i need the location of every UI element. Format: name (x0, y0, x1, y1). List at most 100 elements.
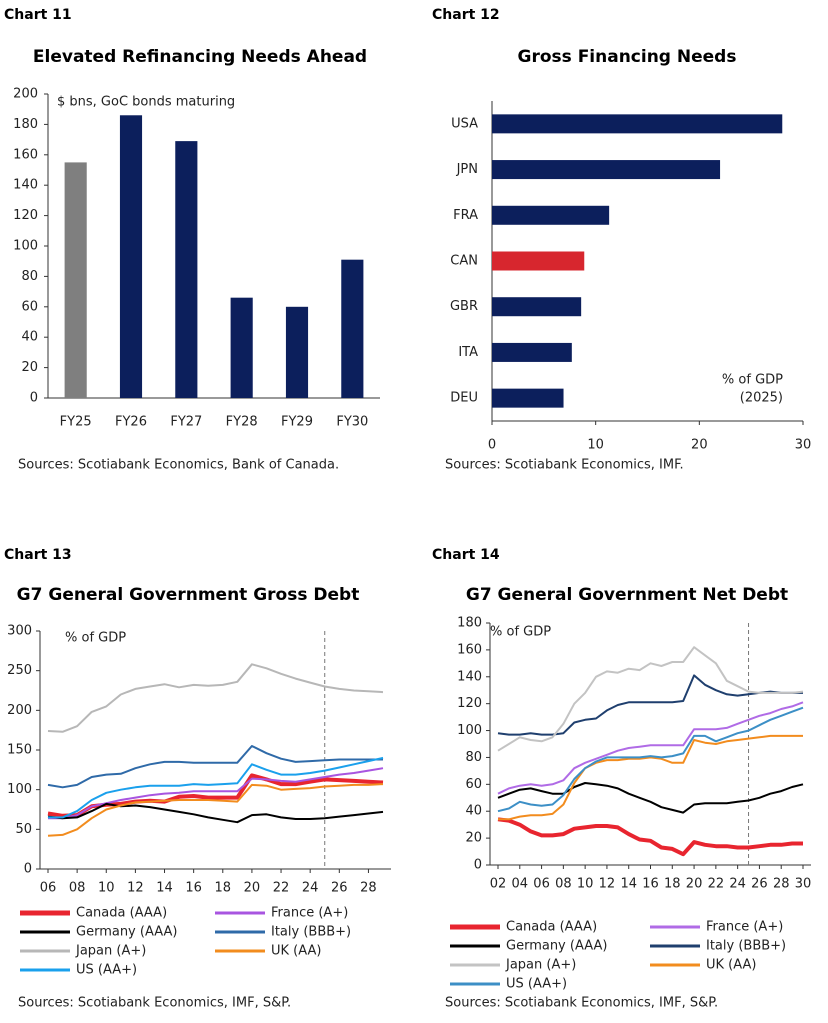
x-tick-label: 20 (244, 881, 261, 896)
bar (285, 306, 309, 398)
series-line (497, 674, 803, 736)
legend-label: Germany (AAA) (506, 939, 607, 954)
x-tick-label: 10 (577, 877, 594, 892)
y-tick-label: 0 (30, 391, 38, 406)
chart-title: Gross Financing Needs (518, 47, 737, 67)
series-line (497, 701, 804, 795)
y-tick-label: 140 (457, 669, 482, 684)
y-tick-label: CAN (450, 254, 478, 269)
legend-label: Germany (AAA) (76, 925, 177, 940)
series-line (48, 756, 384, 819)
x-tick-label: FY26 (115, 415, 147, 430)
series-line (497, 646, 804, 752)
y-tick-label: 20 (21, 360, 38, 375)
x-tick-label: 16 (185, 881, 202, 896)
chart-label: Chart 12 (432, 7, 500, 23)
legend-label: France (A+) (271, 906, 348, 921)
series-line (48, 767, 384, 820)
y-tick-label: 200 (13, 87, 38, 102)
x-tick-label: 20 (691, 438, 708, 453)
annotation: $ bns, GoC bonds maturing (57, 95, 235, 110)
y-tick-label: 160 (457, 642, 482, 657)
annotation: % of GDP (722, 373, 783, 388)
y-tick-label: 100 (13, 239, 38, 254)
legend-label: Japan (A+) (505, 958, 576, 973)
y-tick-label: FRA (453, 208, 478, 223)
x-tick-label: 20 (686, 877, 703, 892)
bar (64, 162, 87, 398)
y-tick-label: 80 (465, 750, 482, 765)
legend-label: UK (AA) (706, 958, 756, 973)
bar (492, 160, 721, 180)
bar (119, 115, 143, 398)
series-line (497, 817, 803, 857)
series-line (47, 663, 384, 733)
y-tick-label: 140 (13, 178, 38, 193)
y-tick-label: 180 (457, 616, 482, 631)
x-tick-label: 12 (599, 877, 616, 892)
legend-label: Japan (A+) (75, 944, 146, 959)
y-tick-label: 60 (465, 777, 482, 792)
bar (492, 251, 585, 271)
x-tick-label: 28 (773, 877, 790, 892)
y-tick-label: JPN (456, 162, 478, 177)
y-tick-label: 180 (13, 117, 38, 132)
bar (341, 259, 364, 398)
source: Sources: Scotiabank Economics, IMF, S&P. (445, 996, 718, 1011)
series-line (498, 734, 803, 821)
series-line (47, 802, 384, 824)
y-tick-label: GBR (450, 299, 478, 314)
x-tick-label: 22 (273, 881, 290, 896)
chart-title: G7 General Government Gross Debt (17, 585, 360, 605)
x-tick-label: 26 (331, 881, 348, 896)
legend-label: US (AA+) (76, 963, 137, 978)
y-tick-label: 100 (7, 782, 32, 797)
chart-title: Elevated Refinancing Needs Ahead (33, 47, 367, 67)
x-tick-label: FY28 (226, 415, 258, 430)
y-tick-label: 200 (7, 703, 32, 718)
bar (230, 297, 253, 398)
x-tick-label: 24 (729, 877, 746, 892)
x-tick-label: 14 (156, 881, 173, 896)
x-tick-label: FY27 (170, 415, 202, 430)
bar (492, 297, 582, 317)
legend-label: Canada (AAA) (506, 920, 597, 935)
y-tick-label: ITA (458, 345, 478, 360)
y-tick-label: 40 (21, 330, 38, 345)
y-tick-label: 50 (15, 822, 32, 837)
annotation: % of GDP (65, 631, 126, 646)
x-tick-label: 18 (215, 881, 232, 896)
bar (492, 205, 610, 225)
x-tick-label: 10 (587, 438, 604, 453)
x-tick-label: 12 (127, 881, 144, 896)
y-tick-label: 250 (7, 663, 32, 678)
x-tick-label: 06 (533, 877, 550, 892)
bar (492, 342, 572, 362)
x-tick-label: 0 (488, 438, 496, 453)
chart-label: Chart 11 (4, 7, 72, 23)
x-tick-label: FY25 (60, 415, 92, 430)
y-tick-label: 300 (7, 624, 32, 639)
y-tick-label: 160 (13, 147, 38, 162)
series-line (47, 773, 384, 818)
series-line (47, 745, 383, 789)
bar (492, 114, 783, 134)
x-tick-label: 22 (708, 877, 725, 892)
x-tick-label: 16 (642, 877, 659, 892)
chart-label: Chart 14 (432, 547, 500, 563)
legend-label: US (AA+) (506, 977, 567, 992)
y-tick-label: 120 (457, 696, 482, 711)
y-tick-label: 40 (465, 804, 482, 819)
x-tick-label: 30 (795, 438, 812, 453)
y-tick-label: USA (451, 116, 478, 131)
series-line (47, 783, 384, 837)
series-line (497, 706, 804, 813)
x-tick-label: FY30 (336, 415, 368, 430)
x-tick-label: 28 (360, 881, 377, 896)
y-tick-label: 20 (465, 831, 482, 846)
source: Sources: Scotiabank Economics, IMF, S&P. (18, 996, 291, 1011)
y-tick-label: 60 (21, 299, 38, 314)
x-tick-label: 26 (751, 877, 768, 892)
x-tick-label: 14 (620, 877, 637, 892)
